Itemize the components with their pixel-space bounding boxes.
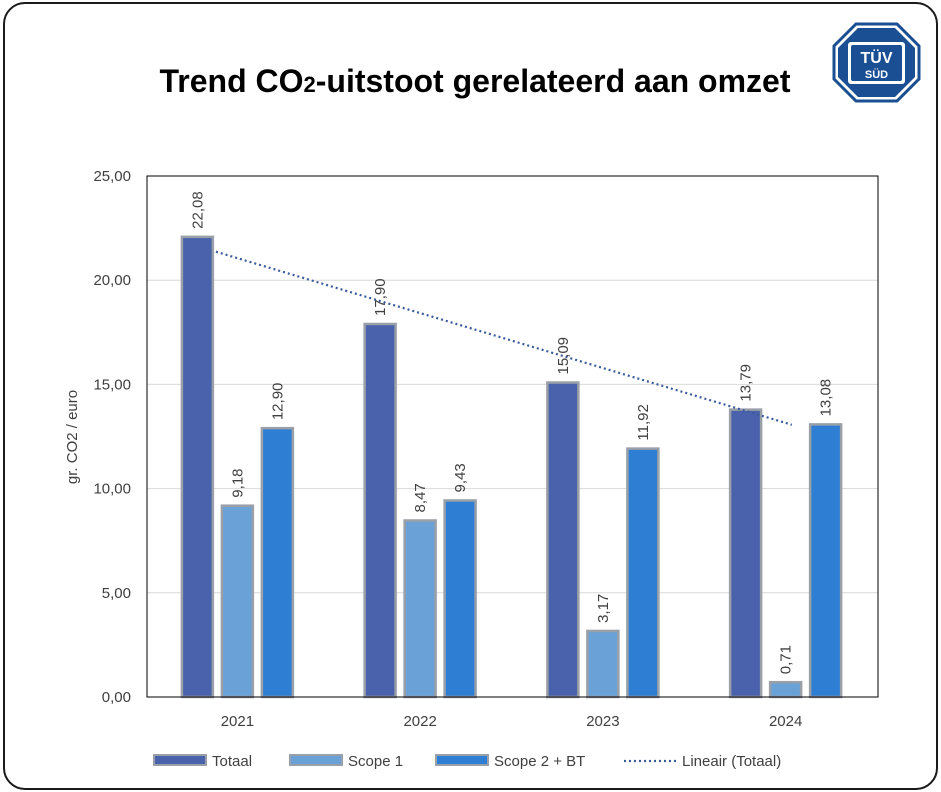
legend-swatch	[289, 754, 343, 766]
x-tick-labels: 2021 2022 2023 2024	[221, 713, 803, 730]
y-tick-label: 20,00	[93, 272, 131, 289]
data-label: 13,79	[738, 364, 755, 402]
data-label: 3,17	[595, 594, 612, 623]
plot-area-border	[146, 175, 879, 698]
data-label: 11,92	[635, 404, 652, 440]
y-tick-label: 10,00	[93, 481, 131, 498]
x-tick-label: 2022	[403, 713, 436, 730]
data-label: 12,90	[269, 383, 286, 421]
data-label: 8,47	[412, 483, 429, 512]
data-label: 22,08	[189, 191, 206, 229]
tuv-sud-logo: TÜV SÜD	[832, 22, 921, 103]
bar	[403, 519, 437, 699]
bar	[220, 504, 255, 699]
bar	[586, 629, 620, 699]
bar	[363, 322, 397, 699]
legend-label: Scope 2 + BT	[494, 753, 585, 770]
y-tick-labels: 0,00 5,00 10,00 15,00 20,00 25,00	[93, 168, 131, 706]
logo-line1: TÜV	[861, 48, 893, 67]
gridlines	[147, 175, 878, 698]
bar	[260, 426, 295, 699]
x-tick-label: 2021	[221, 713, 254, 730]
y-tick-label: 5,00	[102, 585, 131, 602]
data-label: 9,18	[229, 468, 246, 497]
x-tick-label: 2024	[769, 713, 802, 730]
legend-label: Totaal	[212, 753, 252, 770]
y-axis-label: gr. CO2 / euro	[64, 390, 81, 484]
legend-swatch	[435, 754, 489, 766]
bars	[180, 235, 843, 699]
bar	[808, 423, 843, 699]
y-tick-label: 25,00	[93, 168, 131, 185]
logo-line2: SÜD	[865, 68, 888, 81]
trendline	[215, 250, 793, 426]
legend: Totaal Scope 1 Scope 2 + BT Lineair (Totaal…	[153, 753, 781, 770]
bar	[768, 680, 803, 699]
bar	[626, 447, 660, 699]
data-label: 0,71	[778, 645, 795, 674]
data-labels: 22,08 9,18 12,90 17,90 8,47 9,43 15,09 3,17 11,9…	[189, 191, 834, 674]
data-label: 13,08	[818, 379, 835, 417]
x-tick-label: 2023	[586, 713, 619, 730]
y-tick-label: 0,00	[102, 689, 131, 706]
bar	[180, 235, 215, 699]
data-label: 15,09	[555, 337, 572, 375]
bar	[728, 408, 763, 699]
bar	[443, 499, 477, 699]
legend-label: Scope 1	[348, 753, 403, 770]
bar	[546, 381, 580, 699]
legend-swatch	[153, 754, 207, 766]
data-label: 9,43	[452, 463, 469, 492]
chart-title: Trend CO2-uitstoot gerelateerd aan omzet	[159, 63, 790, 99]
legend-label: Lineair (Totaal)	[682, 753, 781, 770]
y-tick-label: 15,00	[93, 376, 131, 393]
data-label: 17,90	[372, 278, 389, 316]
